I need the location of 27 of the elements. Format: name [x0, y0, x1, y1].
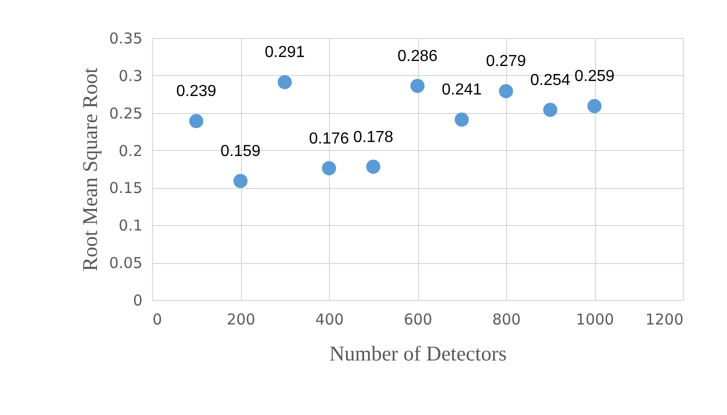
y-tick-label: 0.15 [109, 179, 142, 198]
x-tick-label: 1200 [645, 310, 684, 328]
y-tick-label: 0.2 [118, 142, 142, 160]
x-tick-label: 200 [226, 310, 256, 328]
y-tick-label: 0.05 [109, 254, 142, 272]
data-label: 0.291 [264, 44, 305, 62]
data-label: 0.241 [442, 82, 482, 99]
data-label: 0.178 [353, 128, 394, 146]
data-label: 0.239 [176, 83, 216, 100]
x-tick-label: 600 [404, 310, 432, 328]
y-tick-label: 0.25 [109, 104, 142, 122]
y-tick-label: 0.35 [109, 30, 142, 48]
data-label: 0.159 [220, 142, 261, 160]
x-tick-label: 800 [492, 310, 521, 328]
data-label: 0.286 [397, 48, 438, 65]
y-tick-label: 0 [132, 292, 142, 310]
data-label: 0.254 [530, 72, 570, 89]
y-axis-title: Root Mean Square Root [78, 68, 102, 272]
data-label: 0.259 [574, 68, 615, 86]
data-label: 0.176 [308, 130, 350, 148]
y-tick-label: 0.3 [118, 66, 142, 85]
x-tick-label: 0 [152, 310, 162, 328]
x-axis-title: Number of Detectors [329, 342, 507, 366]
y-tick-label: 0.1 [118, 216, 142, 235]
x-tick-label: 1000 [576, 310, 614, 328]
data-label: 0.279 [486, 53, 526, 70]
x-tick-label: 400 [315, 310, 344, 328]
